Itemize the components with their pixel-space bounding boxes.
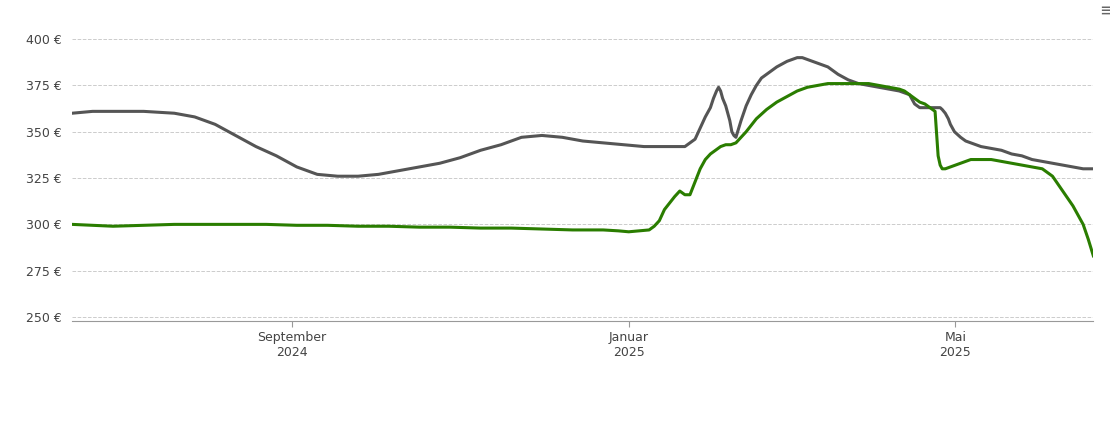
Legend: lose Ware, Sackware: lose Ware, Sackware xyxy=(462,418,704,422)
Text: ≡: ≡ xyxy=(1099,2,1110,20)
